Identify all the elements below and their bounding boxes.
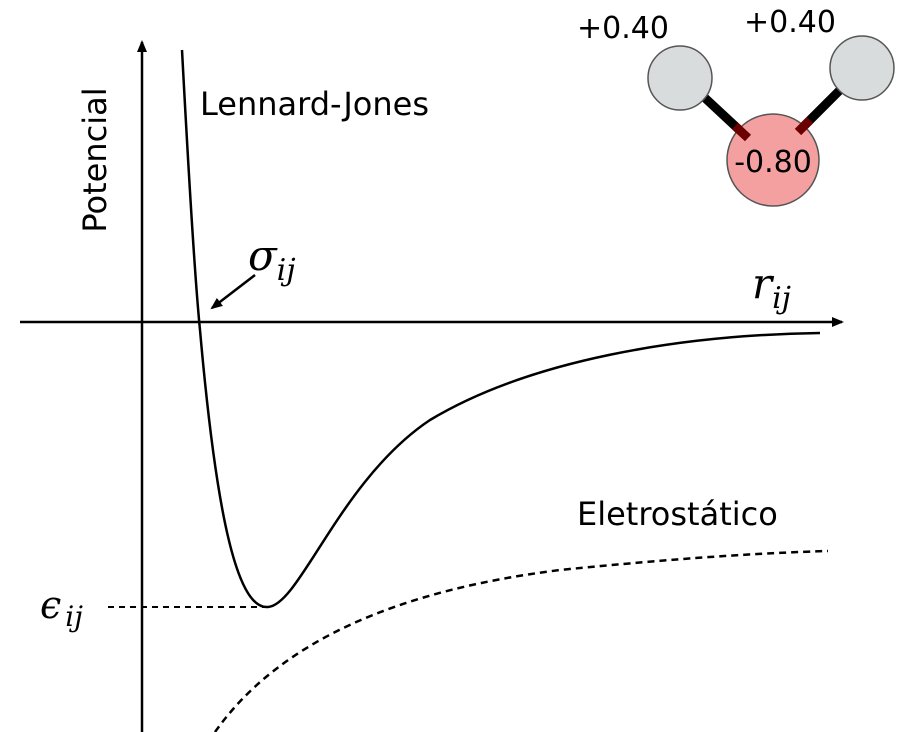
charge-label: -0.80: [734, 145, 812, 180]
lennard-jones-label: Lennard-Jones: [200, 85, 429, 123]
electrostatic-label: Eletrostático: [577, 495, 778, 533]
y-axis-label: Potencial: [76, 87, 114, 232]
charge-label: +0.40: [577, 11, 669, 46]
bond: [731, 122, 752, 142]
electrostatic-curve: [213, 549, 829, 732]
sigma-arrow: [210, 274, 256, 310]
bond: [794, 116, 814, 136]
charge-label: +0.40: [744, 5, 836, 40]
hydrogen-atom: [647, 45, 713, 111]
oxygen-atom: [726, 113, 820, 207]
water-molecule: +0.40 +0.40 -0.80: [577, 5, 895, 207]
epsilon-label: ϵ ij: [40, 583, 83, 633]
sigma-label: σij: [248, 231, 296, 288]
lennard-jones-curve: [180, 49, 821, 609]
hydrogen-atom: [829, 35, 895, 101]
x-axis-label: rij: [752, 259, 791, 316]
